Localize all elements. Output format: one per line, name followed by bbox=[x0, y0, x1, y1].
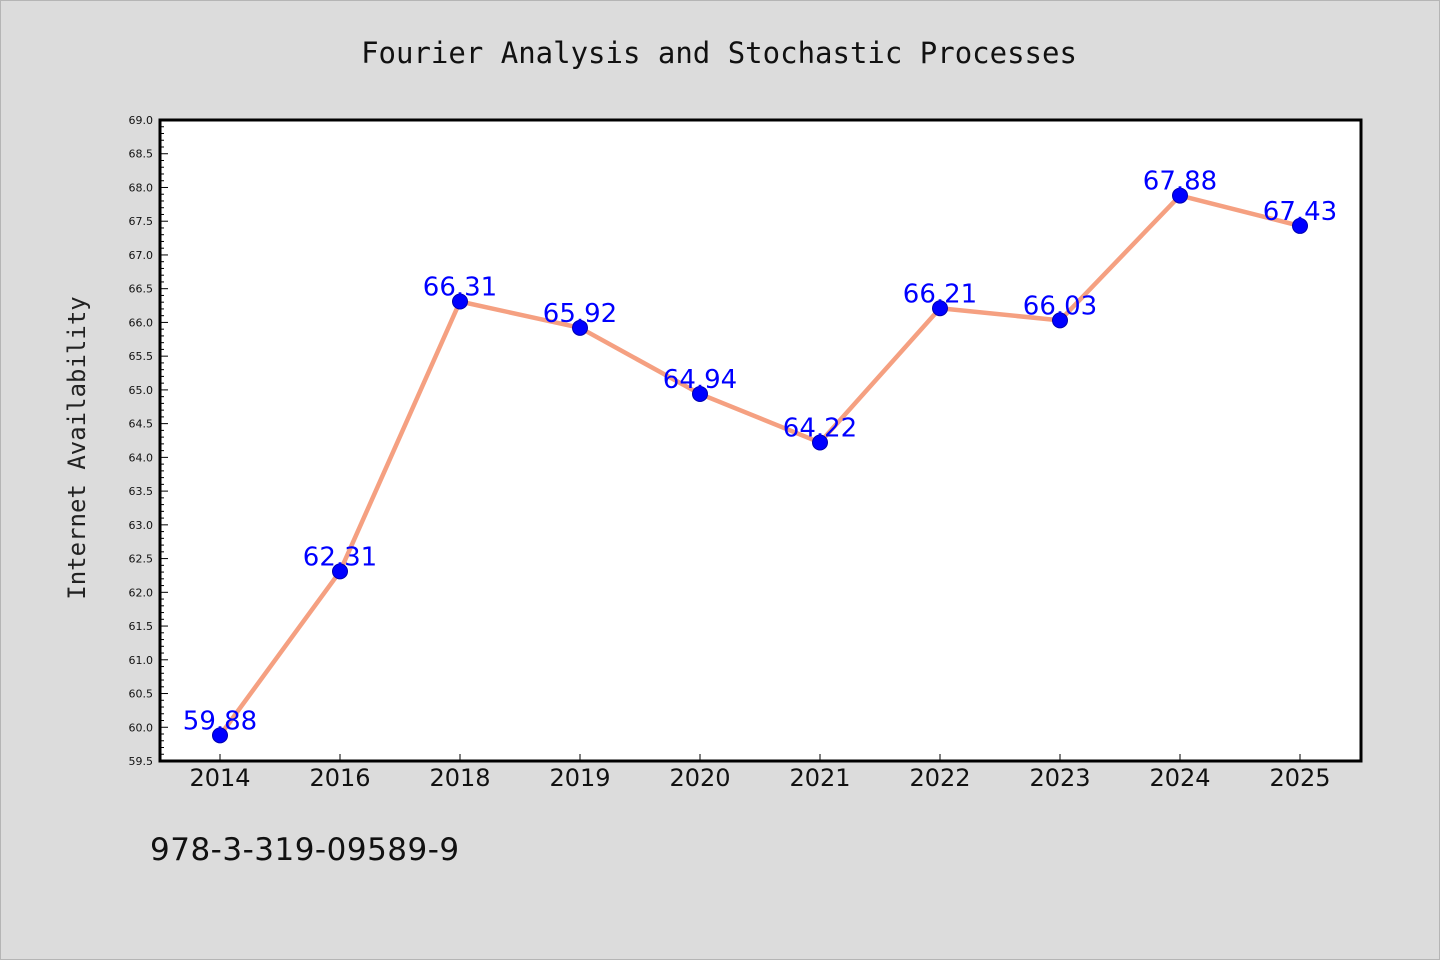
y-tick-label: 65.5 bbox=[129, 350, 154, 363]
data-point bbox=[572, 319, 588, 336]
x-tick-label: 2021 bbox=[789, 764, 850, 792]
y-axis: 59.5 60.0 60.5 61.0 61.5 62.0 62.5 63.0 63.5 64.0… bbox=[129, 114, 168, 768]
x-tick-label: 2025 bbox=[1269, 764, 1330, 792]
series-line bbox=[217, 193, 1303, 738]
x-tick-label: 2020 bbox=[669, 764, 730, 792]
x-tick-label: 2019 bbox=[549, 764, 610, 792]
y-tick-label: 64.0 bbox=[129, 451, 154, 464]
y-tick-label: 62.5 bbox=[129, 553, 154, 566]
y-tick-label: 60.0 bbox=[129, 721, 154, 734]
data-point bbox=[932, 300, 948, 317]
x-tick-label: 2014 bbox=[189, 764, 250, 792]
y-tick-label: 64.5 bbox=[129, 418, 154, 431]
data-point bbox=[332, 563, 348, 580]
data-point bbox=[1172, 187, 1188, 204]
y-tick-label: 61.0 bbox=[129, 654, 154, 667]
y-tick-label: 65.0 bbox=[129, 384, 154, 397]
y-tick-label: 68.0 bbox=[129, 181, 154, 194]
x-tick-label: 2018 bbox=[429, 764, 490, 792]
x-tick-label: 2016 bbox=[309, 764, 370, 792]
data-label: 65.92 bbox=[543, 299, 617, 329]
isbn-text: 978-3-319-09589-9 bbox=[150, 832, 460, 868]
data-point bbox=[1292, 217, 1308, 234]
y-tick-label: 63.0 bbox=[129, 519, 154, 532]
data-label: 59.88 bbox=[183, 706, 257, 736]
y-axis-label: Internet Availability bbox=[63, 296, 91, 599]
y-tick-label: 68.5 bbox=[129, 148, 154, 161]
y-tick-label: 67.5 bbox=[129, 215, 154, 228]
data-point bbox=[812, 434, 828, 451]
y-tick-label: 61.5 bbox=[129, 620, 154, 633]
data-label: 67.88 bbox=[1143, 167, 1217, 197]
data-point bbox=[452, 293, 468, 310]
plot-area bbox=[158, 118, 1363, 763]
data-label: 66.03 bbox=[1023, 291, 1097, 321]
data-label: 64.94 bbox=[663, 365, 737, 395]
data-label-layer: 59.88 62.31 66.31 65.92 64.94 64.22 66.21 66.03… bbox=[183, 167, 1337, 737]
y-tick-label: 59.5 bbox=[129, 755, 154, 768]
y-tick-label: 67.0 bbox=[129, 249, 154, 262]
chart-title: Fourier Analysis and Stochastic Processe… bbox=[361, 36, 1077, 70]
y-tick-label: 63.5 bbox=[129, 485, 154, 498]
data-label: 64.22 bbox=[783, 414, 857, 444]
series-layer bbox=[212, 187, 1308, 744]
x-tick-label: 2023 bbox=[1029, 764, 1090, 792]
data-point bbox=[692, 385, 708, 402]
data-label: 66.31 bbox=[423, 273, 497, 303]
x-tick-label: 2022 bbox=[909, 764, 970, 792]
y-tick-label: 66.0 bbox=[129, 316, 154, 329]
x-axis: 2014 2016 2018 2019 2020 2021 2022 2023 2024 2025 bbox=[189, 754, 1331, 792]
data-label: 62.31 bbox=[303, 542, 377, 572]
data-label: 67.43 bbox=[1263, 197, 1337, 227]
y-tick-label: 66.5 bbox=[129, 283, 154, 296]
y-tick-label: 60.5 bbox=[129, 688, 154, 701]
data-point bbox=[1052, 312, 1068, 329]
data-point bbox=[212, 727, 228, 744]
y-tick-label: 62.0 bbox=[129, 586, 154, 599]
x-tick-label: 2024 bbox=[1149, 764, 1210, 792]
y-tick-label: 69.0 bbox=[129, 114, 154, 127]
data-label: 66.21 bbox=[903, 279, 977, 309]
